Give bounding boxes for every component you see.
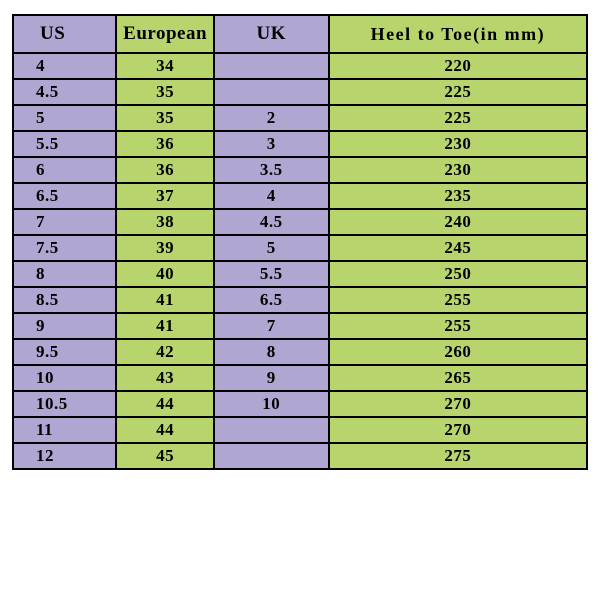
cell-uk: [214, 53, 329, 79]
cell-us: 6: [13, 157, 116, 183]
cell-uk: 3: [214, 131, 329, 157]
cell-heel: 230: [329, 157, 587, 183]
table-body: 434220 4.535225 5352225 5.5363230 6363.5…: [13, 53, 587, 469]
cell-us: 11: [13, 417, 116, 443]
cell-eu: 35: [116, 105, 214, 131]
cell-heel: 265: [329, 365, 587, 391]
cell-eu: 37: [116, 183, 214, 209]
cell-heel: 220: [329, 53, 587, 79]
cell-heel: 255: [329, 287, 587, 313]
table-row: 5352225: [13, 105, 587, 131]
cell-uk: 3.5: [214, 157, 329, 183]
header-row: US European UK Heel to Toe(in mm): [13, 15, 587, 53]
cell-heel: 270: [329, 391, 587, 417]
cell-eu: 35: [116, 79, 214, 105]
cell-heel: 250: [329, 261, 587, 287]
cell-us: 7.5: [13, 235, 116, 261]
cell-uk: [214, 79, 329, 105]
table-row: 9417255: [13, 313, 587, 339]
cell-eu: 41: [116, 287, 214, 313]
cell-uk: [214, 443, 329, 469]
cell-uk: 4: [214, 183, 329, 209]
col-header-heel: Heel to Toe(in mm): [329, 15, 587, 53]
cell-uk: 7: [214, 313, 329, 339]
cell-eu: 36: [116, 131, 214, 157]
cell-uk: 5: [214, 235, 329, 261]
col-header-us: US: [13, 15, 116, 53]
cell-eu: 45: [116, 443, 214, 469]
cell-heel: 225: [329, 79, 587, 105]
cell-us: 12: [13, 443, 116, 469]
cell-uk: [214, 417, 329, 443]
table-row: 7.5395245: [13, 235, 587, 261]
table-row: 6363.5230: [13, 157, 587, 183]
table-row: 1245 275: [13, 443, 587, 469]
cell-heel: 270: [329, 417, 587, 443]
cell-us: 8.5: [13, 287, 116, 313]
cell-eu: 42: [116, 339, 214, 365]
table-row: 6.5374235: [13, 183, 587, 209]
cell-us: 4.5: [13, 79, 116, 105]
cell-heel: 225: [329, 105, 587, 131]
table-row: 10439265: [13, 365, 587, 391]
table-row: 8.5416.5255: [13, 287, 587, 313]
cell-heel: 245: [329, 235, 587, 261]
col-header-eu: European: [116, 15, 214, 53]
table-row: 9.5428260: [13, 339, 587, 365]
size-chart-container: US European UK Heel to Toe(in mm) 434220…: [0, 0, 600, 470]
table-row: 1144 270: [13, 417, 587, 443]
cell-uk: 6.5: [214, 287, 329, 313]
cell-us: 5: [13, 105, 116, 131]
table-row: 10.54410270: [13, 391, 587, 417]
cell-eu: 36: [116, 157, 214, 183]
cell-us: 8: [13, 261, 116, 287]
size-chart-table: US European UK Heel to Toe(in mm) 434220…: [12, 14, 588, 470]
cell-eu: 40: [116, 261, 214, 287]
cell-eu: 43: [116, 365, 214, 391]
cell-uk: 9: [214, 365, 329, 391]
cell-eu: 41: [116, 313, 214, 339]
cell-heel: 275: [329, 443, 587, 469]
cell-eu: 44: [116, 417, 214, 443]
table-row: 434 220: [13, 53, 587, 79]
cell-eu: 38: [116, 209, 214, 235]
col-header-uk: UK: [214, 15, 329, 53]
cell-uk: 8: [214, 339, 329, 365]
cell-us: 4: [13, 53, 116, 79]
cell-uk: 5.5: [214, 261, 329, 287]
table-row: 5.5363230: [13, 131, 587, 157]
table-row: 4.535 225: [13, 79, 587, 105]
cell-uk: 10: [214, 391, 329, 417]
cell-uk: 2: [214, 105, 329, 131]
cell-uk: 4.5: [214, 209, 329, 235]
cell-us: 9.5: [13, 339, 116, 365]
cell-us: 5.5: [13, 131, 116, 157]
cell-heel: 235: [329, 183, 587, 209]
cell-us: 9: [13, 313, 116, 339]
cell-heel: 240: [329, 209, 587, 235]
cell-us: 10: [13, 365, 116, 391]
cell-eu: 34: [116, 53, 214, 79]
cell-eu: 39: [116, 235, 214, 261]
cell-us: 10.5: [13, 391, 116, 417]
cell-heel: 230: [329, 131, 587, 157]
cell-heel: 255: [329, 313, 587, 339]
table-row: 7384.5240: [13, 209, 587, 235]
table-row: 8405.5250: [13, 261, 587, 287]
cell-us: 7: [13, 209, 116, 235]
cell-eu: 44: [116, 391, 214, 417]
cell-heel: 260: [329, 339, 587, 365]
cell-us: 6.5: [13, 183, 116, 209]
